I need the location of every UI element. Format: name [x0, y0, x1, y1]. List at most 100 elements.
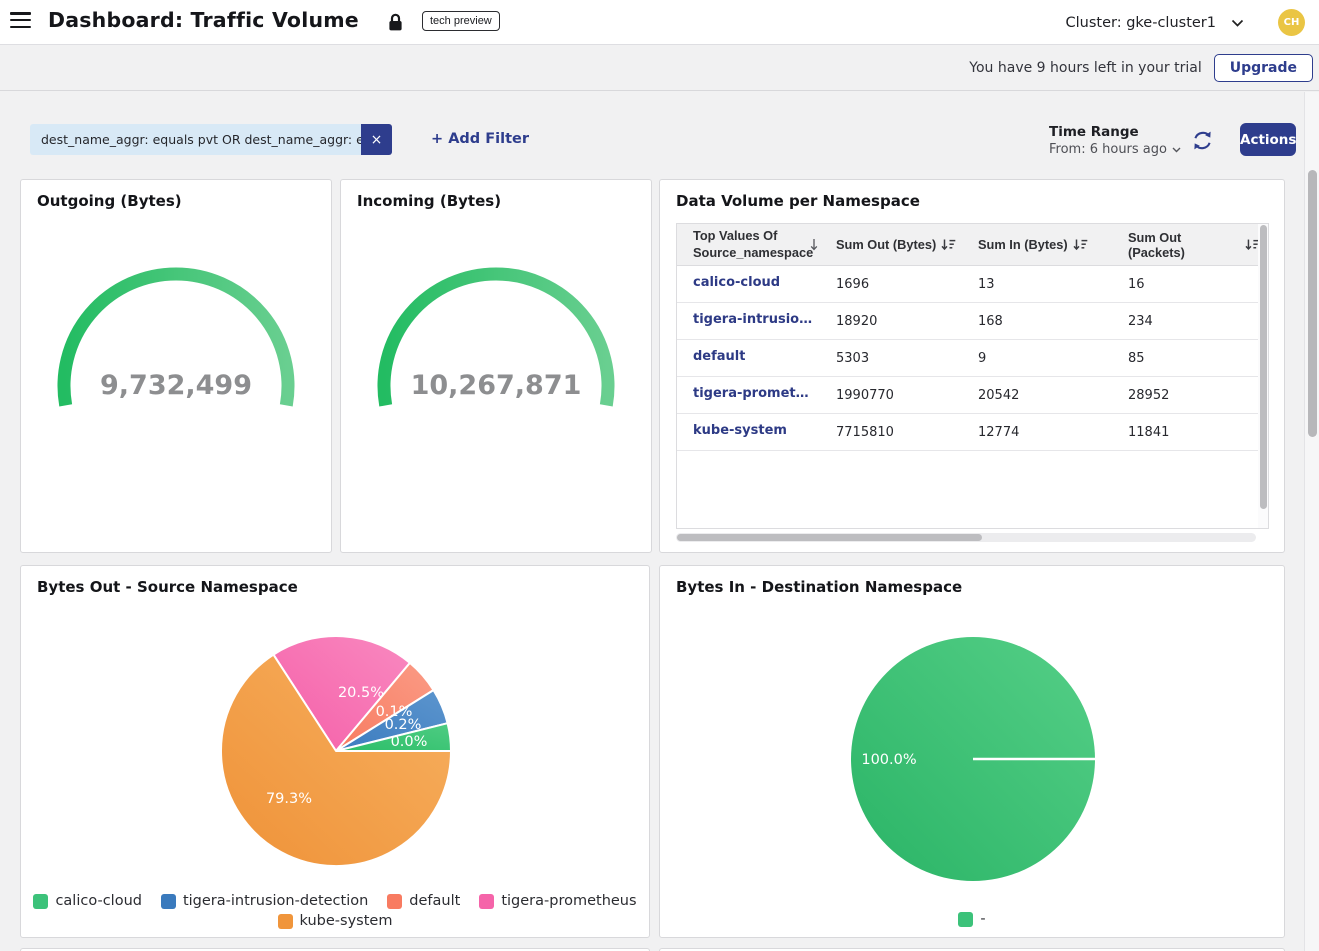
legend-item-default[interactable]: default [387, 893, 460, 909]
filter-chip-close-icon[interactable]: × [361, 124, 392, 155]
column-header-sum-in-bytes[interactable]: Sum In (Bytes) [962, 237, 1112, 252]
namespace-table: Top Values Of Source_namespace Sum Out (… [676, 223, 1269, 529]
time-range-value[interactable]: From: 6 hours ago [1049, 142, 1167, 157]
pie-slice-label: 0.1% [376, 704, 413, 720]
table-body: calico-cloud 1696 13 16 tigera-intrusion-det… [677, 266, 1268, 451]
trial-countdown-text: You have 9 hours left in your trial [969, 59, 1202, 76]
bytes-out-pie-chart: 20.5% 0.1% 0.2% 0.0% 79.3% [21, 566, 649, 937]
sort-amount-desc-icon[interactable] [1245, 238, 1260, 251]
card-title: Data Volume per Namespace [676, 192, 920, 210]
table-row: tigera-prometheus 1990770 20542 28952 [677, 377, 1260, 414]
refresh-icon [1194, 131, 1211, 150]
table-cell: 11841 [1128, 424, 1170, 440]
legend-swatch-icon [33, 893, 49, 909]
cluster-selector[interactable]: Cluster: gke-cluster1 [1066, 15, 1244, 31]
tech-preview-badge: tech preview [422, 11, 500, 31]
legend-label: calico-cloud [55, 893, 142, 909]
column-header-source-namespace[interactable]: Top Values Of Source_namespace [677, 228, 820, 261]
next-row-card-partial [659, 948, 1285, 951]
legend-label: default [409, 893, 461, 909]
table-row: kube-system 7715810 12774 11841 [677, 414, 1260, 451]
table-cell: 85 [1128, 350, 1145, 366]
actions-button[interactable]: Actions [1240, 123, 1296, 156]
outgoing-gauge-chart: 9,732,499 [21, 180, 331, 552]
pie-legend: - [660, 911, 1284, 927]
filter-chip[interactable]: dest_name_aggr: equals pvt OR dest_name_… [30, 124, 392, 155]
time-range-label: Time Range [1049, 124, 1139, 140]
table-horizontal-scroll-thumb[interactable] [677, 534, 982, 541]
table-vertical-scrollbar [1258, 224, 1268, 528]
pie-slice-kube-system[interactable] [220, 653, 452, 867]
pie-slice-tigera-prometheus[interactable] [272, 635, 411, 752]
sort-amount-desc-icon[interactable] [1073, 238, 1088, 251]
cluster-label: Cluster: gke-cluster1 [1065, 14, 1216, 31]
gauge-svg: 10,267,871 [377, 267, 615, 407]
pie-slice-label: 100.0% [861, 752, 916, 768]
filter-chip-label[interactable]: dest_name_aggr: equals pvt OR dest_name_… [30, 124, 361, 155]
gauge-arc [57, 267, 295, 407]
legend-item-tigera-prometheus[interactable]: tigera-prometheus [479, 893, 637, 909]
legend-item-tigera-intrusion-detection[interactable]: tigera-intrusion-detection [160, 893, 369, 909]
legend-swatch-icon [387, 893, 403, 909]
legend-item--[interactable]: - [958, 911, 986, 927]
legend-swatch-icon [277, 913, 293, 929]
card-title: Bytes Out - Source Namespace [37, 578, 298, 596]
gauge-value: 10,267,871 [411, 370, 582, 401]
chevron-down-icon [1231, 19, 1244, 27]
namespace-link[interactable]: tigera-intrusion-detection [693, 311, 815, 327]
pie-slice-label: 0.0% [391, 734, 428, 750]
legend-item-calico-cloud[interactable]: calico-cloud [33, 893, 142, 909]
table-cell: 9 [978, 350, 987, 366]
legend-label: - [980, 911, 986, 927]
legend-swatch-icon [160, 893, 176, 909]
table-cell: 1696 [836, 276, 870, 292]
column-header-sum-out-packets[interactable]: Sum Out (Packets) [1112, 230, 1260, 260]
legend-label: tigera-intrusion-detection [182, 893, 369, 909]
namespace-link[interactable]: kube-system [693, 422, 787, 438]
upgrade-button[interactable]: Upgrade [1213, 53, 1313, 82]
table-cell: 20542 [978, 387, 1020, 403]
pie-svg: 20.5% 0.1%0.2%0.0% 79.3% [220, 635, 453, 867]
table-row: default 5303 9 85 [677, 340, 1260, 377]
table-cell: 12774 [978, 424, 1020, 440]
pie-legend: calico-cloud tigera-intrusion-detection de… [21, 893, 649, 929]
table-cell: 5303 [836, 350, 870, 366]
chevron-down-icon [1172, 147, 1181, 152]
lock-icon[interactable] [388, 13, 403, 36]
table-cell: 16 [1128, 276, 1145, 292]
legend-label: kube-system [299, 913, 393, 929]
legend-item-kube-system[interactable]: kube-system [277, 913, 393, 929]
refresh-button[interactable] [1191, 129, 1214, 152]
table-cell: 13 [978, 276, 995, 292]
legend-row: - [958, 911, 986, 927]
table-cell: 168 [978, 313, 1003, 329]
add-filter-button[interactable]: + Add Filter [431, 131, 529, 147]
table-cell: 28952 [1128, 387, 1170, 403]
data-volume-table-card: Data Volume per Namespace Top Values Of … [659, 179, 1285, 553]
page-scrollbar [1304, 92, 1319, 951]
bytes-in-pie-card: Bytes In - Destination Namespace 100.0% … [659, 565, 1285, 938]
namespace-link[interactable]: default [693, 348, 746, 364]
legend-swatch-icon [958, 911, 974, 927]
page-scroll-thumb[interactable] [1308, 170, 1317, 437]
table-row: calico-cloud 1696 13 16 [677, 266, 1260, 303]
table-cell: 18920 [836, 313, 878, 329]
namespace-link[interactable]: calico-cloud [693, 274, 781, 290]
user-avatar[interactable]: CH [1278, 9, 1305, 36]
bytes-out-pie-card: Bytes Out - Source Namespace 20.5% 0.1% 0.… [20, 565, 650, 938]
time-range-picker[interactable]: Time Range From: 6 hours ago [1049, 124, 1181, 157]
sort-descending-icon[interactable] [810, 238, 818, 251]
card-title: Outgoing (Bytes) [37, 192, 182, 210]
table-vertical-scroll-thumb[interactable] [1260, 225, 1267, 509]
namespace-link[interactable]: tigera-prometheus [693, 385, 815, 401]
pie-svg: 100.0% [851, 637, 1095, 881]
table-row: tigera-intrusion-detection 18920 168 234 [677, 303, 1260, 340]
sort-amount-desc-icon[interactable] [941, 238, 956, 251]
table-cell: 7715810 [836, 424, 894, 440]
column-header-sum-out-bytes[interactable]: Sum Out (Bytes) [820, 237, 962, 252]
incoming-bytes-card: Incoming (Bytes) 10,267,871 [340, 179, 652, 553]
legend-row: kube-system [277, 913, 393, 929]
hamburger-menu-icon[interactable] [10, 12, 31, 32]
table-horizontal-scrollbar [676, 533, 1256, 542]
outgoing-bytes-card: Outgoing (Bytes) 9,732,499 [20, 179, 332, 553]
